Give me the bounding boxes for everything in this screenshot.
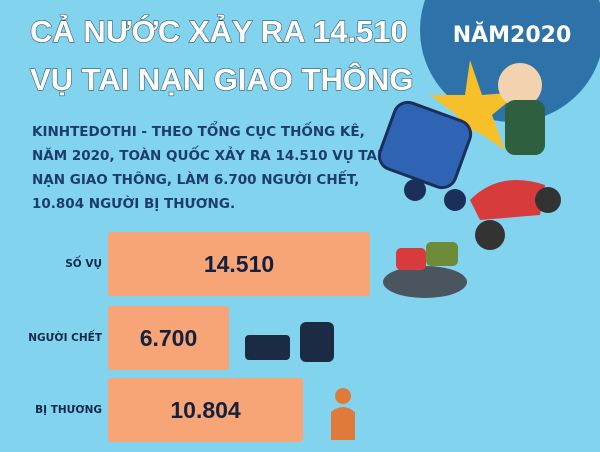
illustration [245, 60, 561, 440]
category-label: SỐ VỤ [65, 255, 102, 270]
text-line: NĂM 2020, TOÀN QUỐC XẢY RA 14.510 VỤ TAI [32, 144, 382, 164]
title-line: VỤ TAI NẠN GIAO THÔNG [30, 61, 413, 97]
badge-circle [420, 0, 600, 122]
bar [108, 232, 370, 296]
text-line: KINHTEDOTHI - THEO TỔNG CỤC THỐNG KÊ, [32, 120, 365, 140]
value-label: 6.700 [140, 325, 198, 351]
category-label: NGƯỜI CHẾT [28, 329, 103, 344]
badge: NĂM2020 [453, 22, 572, 48]
text-line: NẠN GIAO THÔNG, LÀM 6.700 NGƯỜI CHẾT, [32, 169, 359, 188]
bar [108, 306, 229, 370]
value-label: 14.510 [204, 251, 274, 277]
value-label: 10.804 [170, 397, 241, 423]
text-line: 10.804 NGƯỜI BỊ THƯƠNG. [32, 194, 235, 212]
bar [108, 378, 304, 442]
category-label: BỊ THƯƠNG [35, 404, 102, 416]
title-line: CẢ NƯỚC XẢY RA 14.510 [30, 13, 408, 49]
